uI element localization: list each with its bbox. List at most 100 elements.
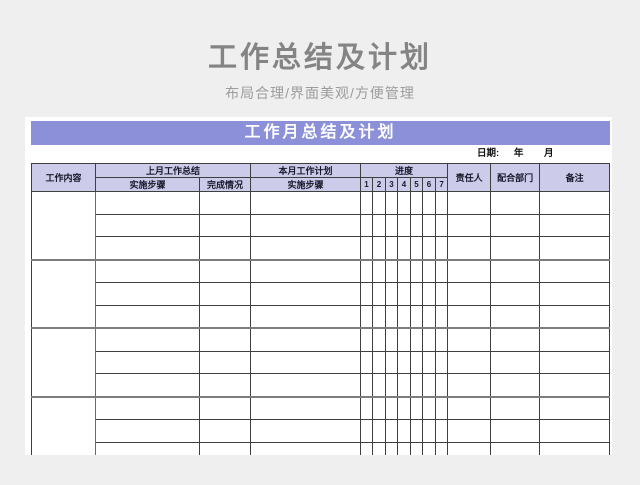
empty-cell bbox=[372, 282, 387, 306]
empty-cell bbox=[539, 191, 610, 215]
empty-cell bbox=[447, 373, 492, 398]
header-work-content: 工作内容 bbox=[31, 163, 96, 192]
table-row bbox=[32, 304, 610, 329]
empty-cell bbox=[360, 419, 374, 443]
empty-cell bbox=[397, 373, 412, 398]
empty-cell bbox=[539, 304, 610, 329]
empty-cell bbox=[422, 259, 437, 283]
header-day-5: 5 bbox=[410, 177, 424, 192]
empty-cell bbox=[539, 259, 610, 283]
empty-cell bbox=[422, 236, 437, 261]
empty-cell bbox=[435, 213, 449, 237]
empty-cell bbox=[198, 213, 252, 237]
header-day-4: 4 bbox=[397, 177, 412, 192]
empty-cell bbox=[397, 419, 412, 443]
empty-cell bbox=[198, 259, 252, 283]
empty-cell bbox=[95, 259, 200, 283]
table-row bbox=[31, 259, 610, 329]
empty-cell bbox=[198, 396, 252, 420]
date-row: 日期: 年 月 bbox=[477, 147, 553, 161]
empty-cell bbox=[447, 304, 492, 329]
empty-cell bbox=[360, 259, 374, 283]
empty-cell bbox=[372, 350, 387, 374]
empty-cell bbox=[422, 373, 437, 398]
table-body bbox=[31, 191, 610, 455]
empty-cell bbox=[372, 396, 387, 420]
empty-cell bbox=[447, 327, 492, 352]
empty-cell bbox=[385, 191, 399, 215]
work-content-cell bbox=[31, 327, 96, 398]
empty-cell bbox=[385, 236, 399, 261]
empty-cell bbox=[360, 304, 374, 329]
empty-cell bbox=[372, 259, 387, 283]
header-progress: 进度 bbox=[360, 163, 449, 178]
empty-cell bbox=[435, 327, 449, 352]
empty-cell bbox=[539, 213, 610, 237]
empty-cell bbox=[410, 373, 424, 398]
empty-cell bbox=[435, 191, 449, 215]
empty-cell bbox=[435, 259, 449, 283]
work-content-cell bbox=[31, 191, 96, 261]
empty-cell bbox=[198, 373, 252, 398]
empty-cell bbox=[397, 396, 412, 420]
table-row bbox=[31, 396, 610, 455]
empty-cell bbox=[397, 236, 412, 261]
empty-cell bbox=[385, 396, 399, 420]
header-day-6: 6 bbox=[422, 177, 437, 192]
empty-cell bbox=[385, 419, 399, 443]
empty-cell bbox=[410, 236, 424, 261]
empty-cell bbox=[385, 213, 399, 237]
empty-cell bbox=[422, 282, 437, 306]
header-implementation-steps2: 实施步骤 bbox=[250, 177, 362, 192]
empty-cell bbox=[95, 396, 200, 420]
table-row bbox=[32, 350, 610, 374]
empty-cell bbox=[397, 327, 412, 352]
empty-cell bbox=[490, 350, 541, 374]
empty-cell bbox=[435, 441, 449, 455]
empty-cell bbox=[372, 441, 387, 455]
empty-cell bbox=[490, 304, 541, 329]
table-row bbox=[32, 282, 610, 306]
empty-cell bbox=[250, 259, 362, 283]
table-row bbox=[32, 213, 610, 237]
empty-cell bbox=[410, 396, 424, 420]
empty-cell bbox=[410, 259, 424, 283]
empty-cell bbox=[360, 373, 374, 398]
empty-cell bbox=[95, 350, 200, 374]
empty-cell bbox=[385, 282, 399, 306]
empty-cell bbox=[435, 350, 449, 374]
empty-cell bbox=[372, 304, 387, 329]
work-content-cell bbox=[31, 396, 96, 455]
empty-cell bbox=[490, 419, 541, 443]
empty-cell bbox=[360, 396, 374, 420]
empty-cell bbox=[435, 236, 449, 261]
empty-cell bbox=[198, 236, 252, 261]
empty-cell bbox=[435, 304, 449, 329]
header-day-2: 2 bbox=[372, 177, 387, 192]
empty-cell bbox=[250, 213, 362, 237]
empty-cell bbox=[372, 327, 387, 352]
empty-cell bbox=[410, 419, 424, 443]
empty-cell bbox=[410, 191, 424, 215]
empty-cell bbox=[250, 304, 362, 329]
empty-cell bbox=[490, 236, 541, 261]
empty-cell bbox=[490, 259, 541, 283]
work-plan-table-container: 工作内容 上月工作总结 本月工作计划 进度 责任人 配合部门 备注 实施步骤 完… bbox=[31, 163, 610, 455]
empty-cell bbox=[372, 373, 387, 398]
empty-cell bbox=[490, 282, 541, 306]
empty-cell bbox=[198, 350, 252, 374]
empty-cell bbox=[385, 373, 399, 398]
empty-cell bbox=[410, 327, 424, 352]
empty-cell bbox=[447, 213, 492, 237]
empty-cell bbox=[539, 419, 610, 443]
empty-cell bbox=[95, 282, 200, 306]
header-this-month-plan: 本月工作计划 bbox=[250, 163, 362, 178]
empty-cell bbox=[95, 327, 200, 352]
empty-cell bbox=[250, 441, 362, 455]
empty-cell bbox=[447, 259, 492, 283]
empty-cell bbox=[250, 350, 362, 374]
empty-cell bbox=[360, 236, 374, 261]
empty-cell bbox=[372, 236, 387, 261]
empty-cell bbox=[360, 327, 374, 352]
empty-cell bbox=[397, 191, 412, 215]
